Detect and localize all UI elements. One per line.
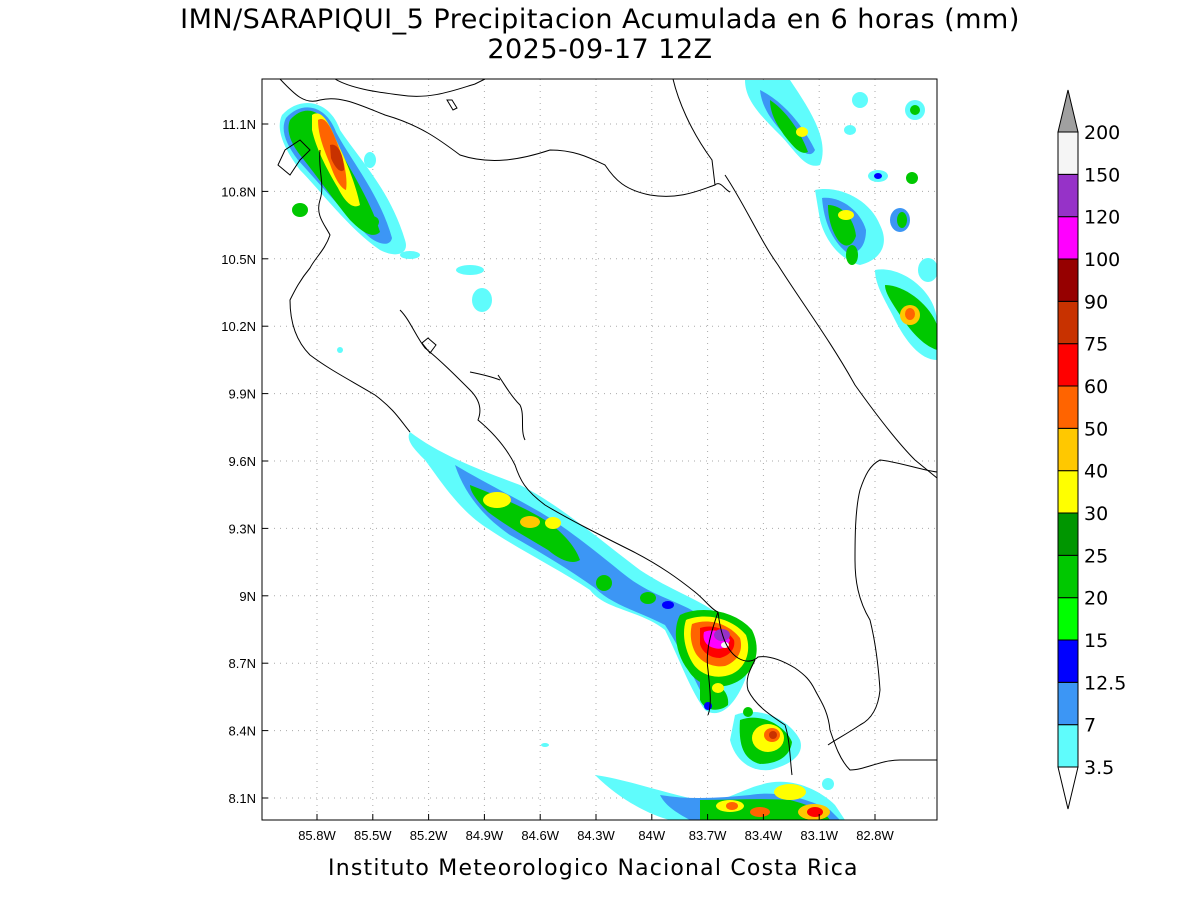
- chart-title: IMN/SARAPIQUI_5 Precipitacion Acumulada …: [180, 4, 1020, 35]
- rain-cell-intense-south: [675, 610, 757, 710]
- colorbar-swatch: [1057, 258, 1079, 302]
- lon-tick-label: 85.2W: [410, 828, 448, 843]
- colorbar-level-label: 40: [1084, 461, 1108, 483]
- lat-tick-label: 10.5N: [221, 252, 256, 267]
- colorbar-swatch: [1057, 300, 1079, 345]
- colorbar-level-label: 50: [1084, 418, 1108, 440]
- colorbar-level-label: 200: [1084, 122, 1120, 144]
- colorbar-level-label: 20: [1084, 588, 1108, 610]
- colorbar-level-label: 3.5: [1084, 757, 1114, 779]
- colorbar-swatch: [1057, 724, 1079, 768]
- lon-tick-label: 84.6W: [521, 828, 559, 843]
- colorbar-level-label: 60: [1084, 376, 1108, 398]
- colorbar-level-label: 25: [1084, 545, 1108, 567]
- lat-tick-label: 9.3N: [229, 521, 256, 536]
- lon-tick-label: 83.1W: [800, 828, 838, 843]
- lon-tick-label: 85.5W: [354, 828, 392, 843]
- light-rain-scattered: [337, 265, 549, 747]
- colorbar-min-arrow: [1057, 766, 1079, 810]
- lat-tick-label: 9.9N: [229, 387, 256, 402]
- map-frame: [261, 78, 938, 821]
- colorbar-swatch: [1057, 554, 1079, 599]
- colorbar-swatch: [1057, 597, 1079, 641]
- rain-cell-northwest: [279, 103, 420, 259]
- lon-tick-label: 84.9W: [466, 828, 504, 843]
- lat-tick-label: 10.2N: [221, 319, 256, 334]
- lat-tick-label: 8.7N: [229, 656, 256, 671]
- colorbar-level-label: 100: [1084, 249, 1120, 271]
- colorbar-level-label: 90: [1084, 291, 1108, 313]
- colorbar-level-label: 150: [1084, 164, 1120, 186]
- lat-tick-label: 10.8N: [221, 184, 256, 199]
- lon-tick-label: 82.8W: [856, 828, 894, 843]
- lat-tick-label: 8.4N: [229, 724, 256, 739]
- lat-tick-label: 9N: [239, 589, 256, 604]
- lon-tick-label: 83.7W: [689, 828, 727, 843]
- colorbar-level-label: 120: [1084, 207, 1120, 229]
- colorbar-swatch: [1057, 343, 1079, 387]
- colorbar-swatch: [1057, 385, 1079, 429]
- lat-tick-label: 11.1N: [222, 117, 256, 132]
- colorbar-level-label: 15: [1084, 630, 1108, 652]
- rain-cell-northeast: [745, 80, 937, 360]
- lon-tick-label: 84.3W: [577, 828, 615, 843]
- colorbar-level-label: 12.5: [1084, 672, 1126, 694]
- axis-tick-labels: 85.8W 85.5W 85.2W 84.9W 84.6W 84.3W 84W 83.7W 83…: [221, 117, 894, 843]
- colorbar-max-arrow: [1057, 89, 1079, 133]
- rain-band-pacific-coast: [408, 432, 749, 714]
- colorbar-swatch: [1057, 216, 1079, 260]
- chart-subtitle-date: 2025-09-17 12Z: [487, 34, 713, 65]
- colorbar-level-label: 75: [1084, 334, 1108, 356]
- lon-tick-label: 83.4W: [745, 828, 783, 843]
- colorbar-legend: 3.5 7 12.5 15 20 25 30 40 50 60 75 90 100 120 150 200: [1057, 89, 1126, 810]
- coastlines-borders: [277, 79, 937, 776]
- colorbar-level-label: 30: [1084, 503, 1108, 525]
- colorbar-swatch: [1057, 681, 1079, 726]
- lat-tick-label: 8.1N: [229, 791, 256, 806]
- colorbar-swatch: [1057, 470, 1079, 514]
- lon-tick-label: 85.8W: [298, 828, 336, 843]
- footer-credit: Instituto Meteorologico Nacional Costa R…: [328, 856, 859, 881]
- colorbar-level-label: 7: [1084, 715, 1096, 737]
- rain-cell-southeast: [595, 707, 845, 820]
- lat-tick-label: 9.6N: [229, 454, 256, 469]
- colorbar-swatch: [1057, 173, 1079, 218]
- precipitation-field: [277, 79, 937, 820]
- colorbar-swatch: [1057, 512, 1079, 556]
- colorbar-swatch: [1057, 427, 1079, 472]
- lon-tick-label: 84W: [638, 828, 665, 843]
- colorbar-swatch: [1057, 639, 1079, 683]
- colorbar-swatch: [1057, 131, 1079, 175]
